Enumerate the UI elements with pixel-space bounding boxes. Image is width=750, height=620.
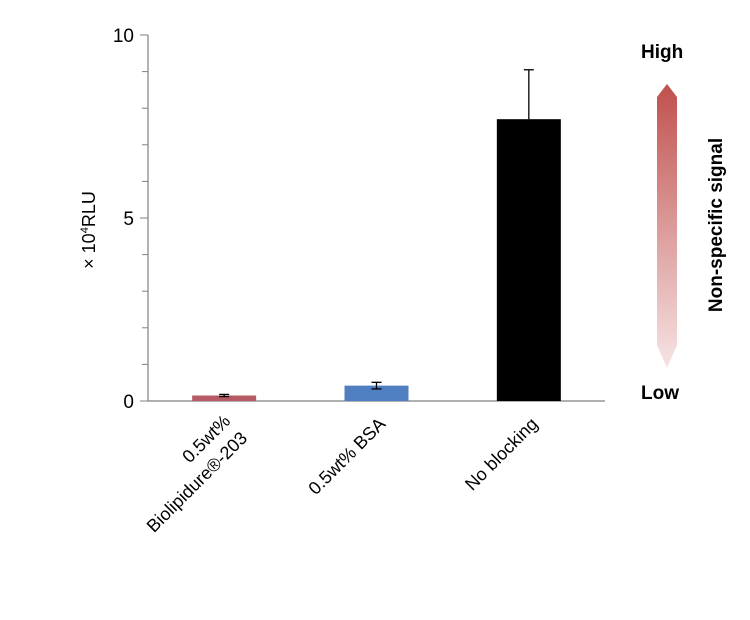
- y-tick-label: 0: [123, 392, 134, 413]
- category-label: 0.5wt% BSA: [304, 414, 389, 499]
- error-bar: [523, 69, 534, 120]
- y-tick-label: 10: [113, 26, 134, 47]
- y-axis-label-unit: RLU: [79, 191, 99, 227]
- signal-arrow-legend: High Low Non-specific signal: [641, 42, 727, 404]
- arrow-side-label: Non-specific signal: [706, 138, 727, 312]
- bar: [496, 119, 561, 402]
- category-label: No blocking: [461, 414, 542, 495]
- y-axis-label-prefix: × 10: [79, 233, 99, 269]
- error-bar: [371, 381, 382, 390]
- arrow-bottom-label: Low: [641, 383, 679, 404]
- category-label: 0.5wt%Biolipidure®-203: [126, 411, 251, 536]
- bar: [344, 385, 409, 401]
- category-label-line: 0.5wt% BSA: [304, 414, 389, 499]
- error-bar: [219, 393, 230, 398]
- y-axis-label-exponent: 4: [79, 227, 91, 233]
- gradient-arrow: [657, 84, 677, 368]
- y-tick-label: 5: [123, 209, 134, 230]
- bar: [192, 395, 257, 401]
- arrow-top-label: High: [641, 42, 683, 63]
- y-axis-label: × 104RLU: [79, 191, 99, 269]
- bars: [192, 69, 561, 402]
- category-labels: 0.5wt%Biolipidure®-203 0.5wt% BSA No block…: [126, 411, 542, 536]
- category-label-line: No blocking: [461, 414, 542, 495]
